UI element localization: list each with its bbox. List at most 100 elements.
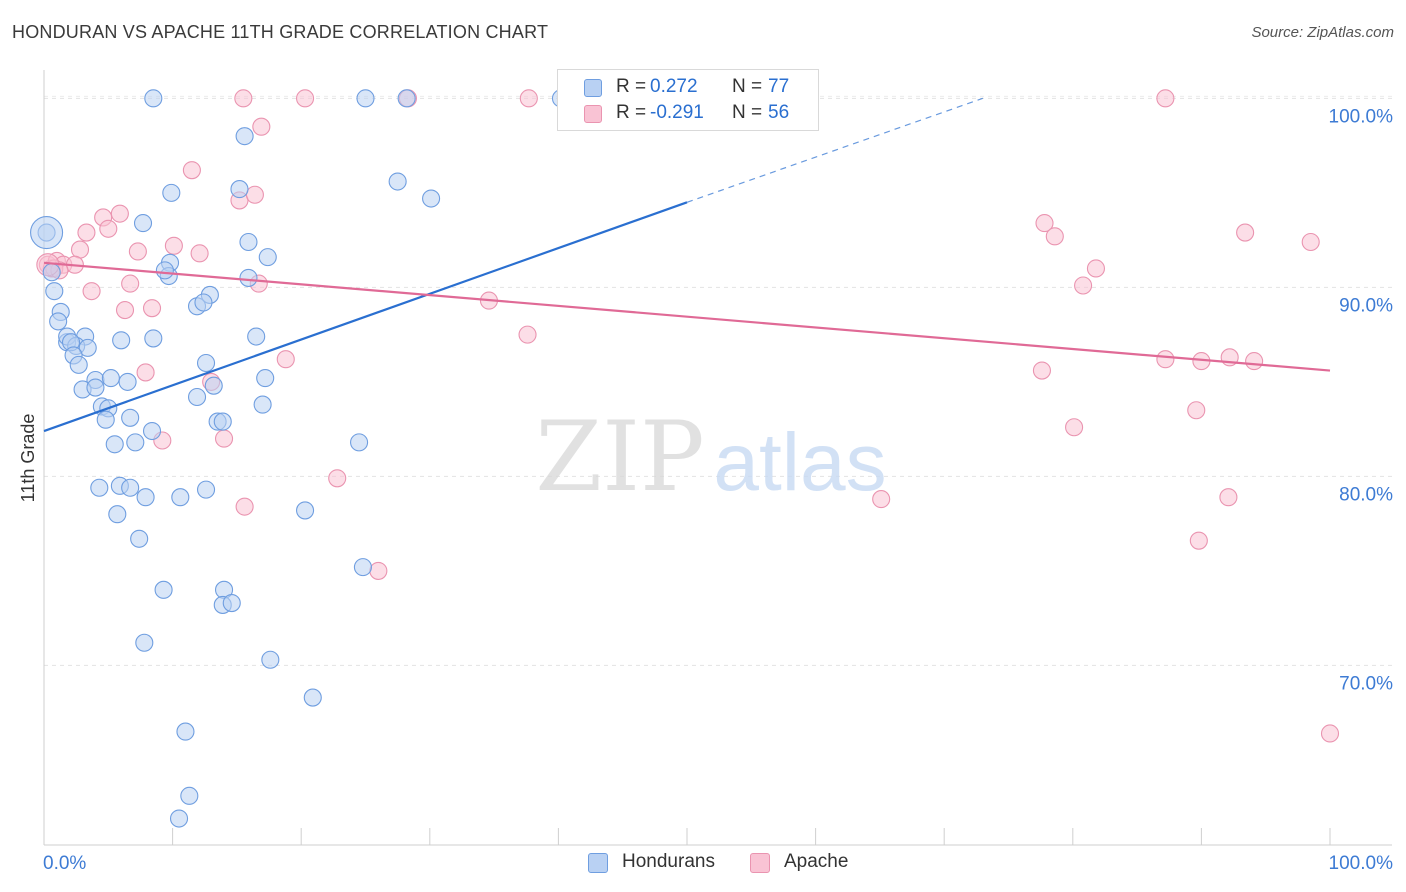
honduran-point <box>86 378 105 397</box>
y-tick-label: 80.0% <box>1339 484 1393 505</box>
chart-title: HONDURAN VS APACHE 11TH GRADE CORRELATIO… <box>12 22 549 42</box>
trend-lines <box>43 97 1331 433</box>
apache-point <box>77 223 96 242</box>
honduran-point <box>230 180 249 199</box>
honduran-point <box>256 369 275 388</box>
honduran-point <box>155 261 174 280</box>
legend-label-hondurans: Hondurans <box>622 851 715 872</box>
apache-point <box>190 244 209 263</box>
apache-point <box>369 561 388 580</box>
honduran-point <box>196 480 216 499</box>
legend-swatch-apache <box>750 853 770 873</box>
honduran-point <box>154 580 173 599</box>
apache-point <box>1045 227 1064 246</box>
legend-swatch-hondurans <box>588 853 608 873</box>
honduran-point <box>388 172 407 191</box>
honduran-point <box>261 650 280 669</box>
honduran-point <box>296 501 315 520</box>
watermark-zip: ZIP <box>535 401 704 513</box>
apache-point <box>1187 401 1206 420</box>
honduran-point <box>162 183 181 202</box>
honduran-point <box>204 376 223 395</box>
honduran-point <box>126 433 145 452</box>
honduran-point <box>118 372 137 391</box>
n-value: 56 <box>768 102 790 123</box>
apache-point <box>142 299 162 318</box>
y-tick-label: 100.0% <box>1329 106 1394 127</box>
axes <box>43 70 1392 846</box>
apache-point <box>1189 531 1208 550</box>
honduran-point <box>397 89 416 108</box>
apache-point <box>110 204 129 223</box>
honduran-point <box>258 248 277 267</box>
apache-point <box>1301 232 1320 252</box>
honduran-point <box>144 89 163 108</box>
n-label: N = <box>732 76 763 97</box>
apache-point <box>164 236 183 255</box>
x-tick-label: 100.0% <box>1329 853 1394 874</box>
honduran-point <box>96 410 115 429</box>
apache-point <box>1156 350 1175 369</box>
honduran-point <box>222 593 241 613</box>
honduran-point <box>136 488 155 507</box>
honduran-point <box>180 786 199 805</box>
apache-point <box>1065 418 1084 437</box>
honduran-point <box>112 331 131 350</box>
apache-point <box>1219 488 1238 507</box>
r-value: -0.291 <box>650 102 704 123</box>
apache-point <box>70 240 90 259</box>
apache-points <box>36 89 1340 743</box>
honduran-point <box>235 127 254 146</box>
honduran-point <box>135 633 154 652</box>
honduran-point <box>253 395 272 414</box>
honduran-point <box>213 412 232 431</box>
apache-point <box>99 219 118 238</box>
apache-point <box>872 490 891 509</box>
honduran-point <box>194 293 213 312</box>
honduran-point <box>303 688 322 707</box>
hondurans-trend-extension <box>686 97 983 203</box>
n-label: N = <box>732 102 763 123</box>
watermark-atlas: atlas <box>713 417 886 508</box>
apache-point <box>1320 724 1340 743</box>
apache-point <box>214 429 234 448</box>
honduran-point <box>356 89 375 108</box>
honduran-point <box>78 338 97 357</box>
apache-point <box>1156 89 1175 108</box>
honduran-point <box>101 369 120 388</box>
honduran-point <box>239 232 258 252</box>
honduran-point <box>169 809 189 828</box>
apache-point <box>296 89 315 108</box>
honduran-point <box>49 312 68 331</box>
honduran-point <box>187 387 207 407</box>
honduran-point <box>196 353 216 373</box>
honduran-point <box>171 488 190 507</box>
legend-label-apache: Apache <box>784 851 849 872</box>
stats-legend: R = 0.272 N = 77 R = -0.291 N = 56 <box>557 69 819 131</box>
honduran-point <box>133 214 153 233</box>
source-credit: Source: ZipAtlas.com <box>1251 24 1394 41</box>
apache-point <box>128 242 147 261</box>
apache-point <box>1032 361 1051 380</box>
honduran-point <box>239 268 258 287</box>
apache-point <box>234 89 253 108</box>
honduran-point <box>247 327 266 346</box>
apache-point <box>1245 352 1264 371</box>
apache-point <box>252 117 271 136</box>
n-value: 77 <box>768 76 790 97</box>
legend-swatch-hondurans <box>584 79 602 97</box>
apache-trend-line <box>43 261 1331 372</box>
apache-point <box>328 469 347 488</box>
apache-point <box>235 497 254 516</box>
r-label: R = <box>616 102 647 123</box>
honduran-point <box>108 505 127 524</box>
apache-point <box>82 282 101 301</box>
apache-point <box>115 301 135 320</box>
honduran-point <box>45 282 64 301</box>
honduran-point <box>30 216 64 250</box>
honduran-point <box>353 558 372 577</box>
honduran-point <box>121 408 140 427</box>
apache-point <box>182 161 201 180</box>
apache-point <box>518 325 537 344</box>
honduran-point <box>121 478 140 497</box>
